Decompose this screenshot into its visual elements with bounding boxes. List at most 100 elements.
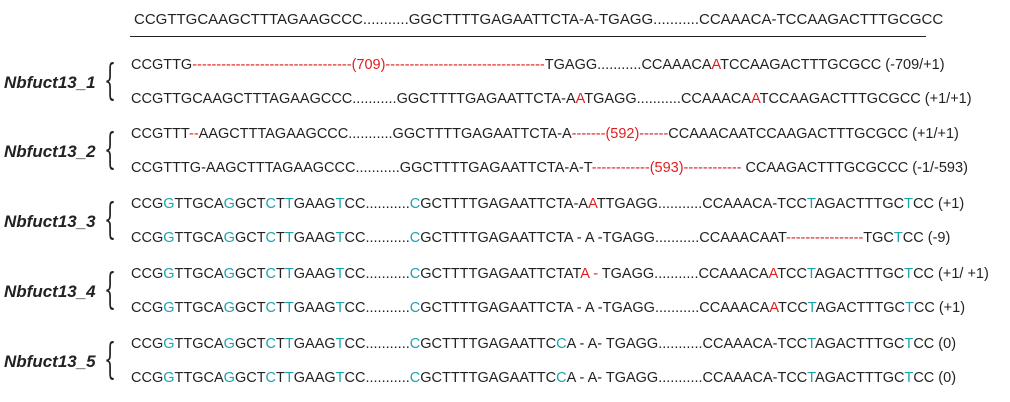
snp-base: G (223, 196, 235, 212)
snp-base: C (409, 230, 421, 246)
snp-base: T (904, 336, 914, 352)
sequence-segment: CCGTTTG-AAGCTTTAGAAGCCC...........GGCTTT… (131, 160, 592, 176)
sequence-segment: CCG (131, 230, 164, 246)
snp-base: T (335, 230, 345, 246)
sequence-segment: CCG (131, 196, 164, 212)
sequence-segment: GAAG (293, 336, 336, 352)
snp-base: C (556, 336, 567, 352)
snp-base: C (265, 266, 277, 282)
snp-base: T (905, 300, 914, 316)
snp-base: G (223, 370, 235, 386)
sequence-segment: A - A- TGAGG...........CCAAACA-TCC (566, 336, 808, 352)
group-brace-icon: { (104, 264, 117, 313)
sequence-segment: T (276, 336, 285, 352)
sequence-segment: TGAGG...........CCAAACA (584, 91, 752, 107)
sequence-segment: CC (0) (913, 336, 957, 352)
sequence-segment: GCT (234, 300, 266, 316)
sequence-segment: GAAG (293, 196, 336, 212)
snp-base: T (284, 266, 294, 282)
mutation-segment: A (769, 300, 778, 316)
snp-base: G (163, 370, 175, 386)
sequence-segment: AGACTTTGC (814, 266, 905, 282)
group-brace-icon: { (104, 334, 117, 383)
snp-base: G (223, 230, 235, 246)
sequence-segment: TTGCA (174, 370, 224, 386)
sequence-segment: TTGCA (174, 336, 224, 352)
sequence-segment: TCC (777, 300, 808, 316)
aligned-sequence-row: CCGGTTGCAGGCTCTTGAAGTCC...........CGCTTT… (131, 266, 989, 282)
snp-base: T (893, 230, 903, 246)
sequence-segment: CC........... (344, 336, 410, 352)
sequence-segment: GAAG (293, 370, 336, 386)
snp-base: T (335, 196, 345, 212)
aligned-sequence-row: CCGTTT--AAGCTTTAGAAGCCC...........GGCTTT… (131, 126, 959, 142)
group-label: Nbfuct13_5 (4, 352, 96, 371)
sequence-segment: CCG (131, 266, 164, 282)
sequence-segment: CC........... (344, 196, 410, 212)
snp-base: C (409, 196, 421, 212)
sequence-segment: CC (-9) (902, 230, 951, 246)
aligned-sequence-row: CCGGTTGCAGGCTCTTGAAGTCC...........CGCTTT… (131, 336, 956, 352)
mutation-segment: A - (580, 266, 599, 282)
mutation-segment: -------(592)------ (571, 126, 669, 142)
group-brace-icon: { (104, 55, 117, 104)
snp-base: T (284, 230, 294, 246)
snp-base: T (335, 370, 345, 386)
snp-base: C (409, 370, 421, 386)
sequence-segment: TTGCA (174, 196, 224, 212)
snp-base: G (163, 266, 175, 282)
sequence-segment: GCTTTTGAGAATTCTA - A -TGAGG...........CC… (420, 230, 787, 246)
aligned-sequence-row: CCGTTG---------------------------------(… (131, 57, 945, 73)
snp-base: T (904, 196, 914, 212)
snp-base: G (163, 196, 175, 212)
sequence-segment: AGACTTTGC (815, 370, 905, 386)
sequence-segment: TTGCA (174, 230, 224, 246)
sequence-segment: CC (+1) (913, 300, 966, 316)
sequence-segment: CC........... (344, 266, 410, 282)
group-label: Nbfuct13_3 (4, 212, 96, 231)
sequence-segment: GCT (234, 196, 266, 212)
sequence-segment: CCGTTT (131, 126, 189, 142)
snp-base: C (409, 266, 421, 282)
snp-base: T (807, 266, 815, 282)
sequence-segment: GAAG (293, 300, 336, 316)
aligned-sequence-row: CCGGTTGCAGGCTCTTGAAGTCC...........CGCTTT… (131, 370, 956, 386)
sequence-segment: GAAG (293, 230, 336, 246)
group-brace-icon: { (104, 194, 117, 243)
sequence-segment: GCT (234, 230, 266, 246)
mutation-segment: ---------------------------------(709)--… (192, 57, 545, 73)
group-label: Nbfuct13_1 (4, 73, 96, 92)
sequence-segment: GCTTTTGAGAATTC (420, 370, 557, 386)
sequence-segment: GCT (234, 266, 266, 282)
aligned-sequence-row: CCGGTTGCAGGCTCTTGAAGTCC...........CGCTTT… (131, 230, 950, 246)
sequence-segment: CC (+1) (913, 196, 965, 212)
sequence-segment: A - A- TGAGG...........CCAAACA-TCC (566, 370, 808, 386)
sequence-segment: CCGTTGCAAGCTTTAGAAGCCC...........GGCTTTT… (131, 91, 576, 107)
sequence-segment: TTGAGG...........CCAAACA-TCC (596, 196, 807, 212)
snp-base: G (223, 266, 235, 282)
snp-base: T (335, 266, 345, 282)
mutation-segment: A (768, 266, 778, 282)
sequence-segment: CC (0) (913, 370, 957, 386)
snp-base: T (284, 196, 294, 212)
sequence-segment: TGAGG...........CCAAACA (598, 266, 769, 282)
group-brace-icon: { (104, 124, 117, 173)
aligned-sequence-row: CCGGTTGCAGGCTCTTGAAGTCC...........CGCTTT… (131, 196, 964, 212)
snp-base: T (807, 370, 816, 386)
sequence-segment: AGACTTTGC (815, 300, 905, 316)
aligned-sequence-row: CCGGTTGCAGGCTCTTGAAGTCC...........CGCTTT… (131, 300, 965, 316)
snp-base: G (223, 300, 235, 316)
snp-base: C (409, 300, 421, 316)
sequence-segment: TTGCA (174, 300, 224, 316)
mutation-segment: A (711, 57, 721, 73)
sequence-segment: CCAAGACTTTGCGCCC (-1/-593) (741, 160, 968, 176)
sequence-segment: GCTTTTGAGAATTCTAT (420, 266, 581, 282)
sequence-segment: CCAAACAATCCAAGACTTTGCGCC (+1/+1) (668, 126, 959, 142)
snp-base: T (284, 370, 294, 386)
sequence-segment: CC........... (344, 230, 410, 246)
snp-base: C (265, 336, 277, 352)
mutation-segment: ---------------- (786, 230, 864, 246)
snp-base: G (223, 336, 235, 352)
snp-base: T (284, 300, 294, 316)
sequence-segment: TGAGG...........CCAAACA (544, 57, 712, 73)
